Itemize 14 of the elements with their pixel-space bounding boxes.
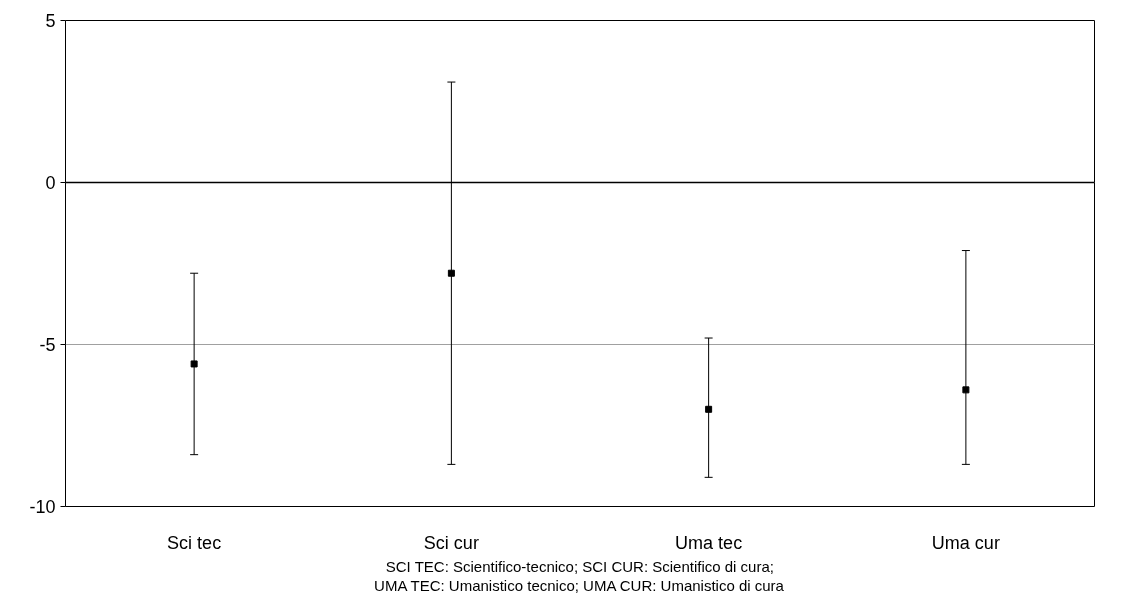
y-tick-label: 0 <box>45 173 56 193</box>
point <box>190 360 198 368</box>
x-tick-label: Uma tec <box>675 532 743 553</box>
point <box>705 405 713 413</box>
y-tick-label: -5 <box>39 335 56 355</box>
point <box>447 269 455 277</box>
y-tick-label: -10 <box>29 497 56 517</box>
y-tick-label: 5 <box>45 11 56 31</box>
point <box>962 386 970 394</box>
text: UMA TEC: Umanistico tecnico; UMA CUR: Umanistico di cura <box>374 576 785 593</box>
x-tick-label: Uma cur <box>931 532 1000 553</box>
text: SCI TEC: Scientifico-tecnico; SCI CUR: Scientifico di cura; <box>385 557 774 575</box>
x-tick-label: Sci cur <box>423 532 479 553</box>
x-tick-label: Sci tec <box>167 532 222 553</box>
